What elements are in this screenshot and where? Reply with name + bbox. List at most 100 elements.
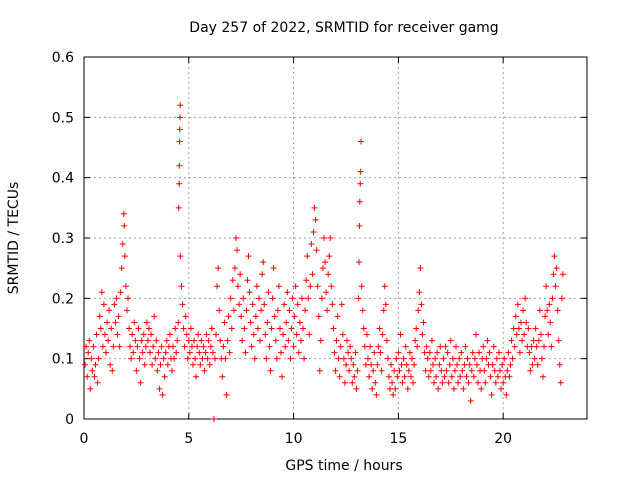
data-point [331,349,338,356]
data-point [463,373,470,380]
data-point [127,343,134,350]
data-point [378,367,385,374]
data-point [413,325,420,332]
data-point [238,313,245,320]
data-point [327,235,334,241]
data-point [236,301,243,308]
data-point [182,313,189,320]
data-point [422,367,429,374]
data-point [91,373,98,380]
data-point [217,337,224,344]
data-point [261,301,268,308]
data-point [116,343,123,350]
data-point [398,361,405,368]
data-point [406,349,413,356]
data-point [475,379,482,386]
data-point [407,373,414,380]
data-point [506,373,513,380]
y-axis-label: SRMTID / TECUs [6,182,22,295]
data-point [404,385,411,392]
data-point [543,283,550,290]
data-point [284,289,291,296]
data-point [329,301,336,308]
data-point [435,385,442,392]
data-point [522,295,529,302]
data-point [349,379,356,386]
data-point [205,337,212,344]
data-point [242,349,249,356]
data-point [389,379,396,386]
data-point [544,307,551,314]
data-point [428,337,435,344]
data-point [538,355,545,362]
data-point [529,361,536,368]
data-point [151,313,158,320]
data-point [559,271,566,278]
data-point [351,373,358,380]
data-point [280,331,287,338]
data-point [357,168,364,175]
data-point [493,355,500,362]
data-point [177,102,184,109]
data-point [450,385,457,392]
data-point [469,349,476,356]
data-point [176,138,183,145]
data-point [285,337,292,344]
data-point [370,367,377,374]
data-point [229,277,236,284]
data-point [230,307,237,314]
data-point [173,349,180,356]
data-point [279,373,286,380]
data-point [220,343,227,350]
data-point [489,361,496,368]
data-point [248,343,255,350]
data-point [302,307,309,314]
x-tick-label: 10 [285,431,303,447]
data-point [114,331,121,338]
data-point [371,349,378,356]
data-point [480,343,487,350]
data-point [322,259,329,266]
data-point [362,361,369,368]
data-point [503,391,510,398]
data-point [313,247,320,254]
data-point [525,325,532,332]
data-point [197,361,204,368]
data-point [383,337,390,344]
data-point [470,373,477,380]
data-point [419,331,426,338]
data-point [358,138,365,145]
data-point [420,319,427,326]
data-point [394,373,401,380]
data-point [455,379,462,386]
data-point [385,373,392,380]
data-point [287,355,294,362]
data-point [291,313,298,320]
data-point [193,373,200,380]
data-point [105,337,112,344]
data-point [214,283,221,290]
data-point [426,349,433,356]
data-point [180,325,187,332]
data-point [323,289,330,296]
data-point [531,355,538,362]
data-point [491,367,498,374]
data-point [100,301,107,308]
data-point [131,319,138,326]
data-point [558,295,565,302]
data-point [344,337,351,344]
data-point [399,379,406,386]
data-point [468,367,475,374]
data-point [439,379,446,386]
chart-title: Day 257 of 2022, SRMTID for receiver gam… [189,20,498,36]
data-point [358,283,365,290]
data-point [85,349,92,356]
data-point [311,204,318,211]
data-point [336,373,343,380]
data-point [508,337,515,344]
data-point [459,367,466,374]
data-point [412,337,419,344]
data-point [376,325,383,332]
data-point [521,331,528,338]
data-point [143,319,150,326]
